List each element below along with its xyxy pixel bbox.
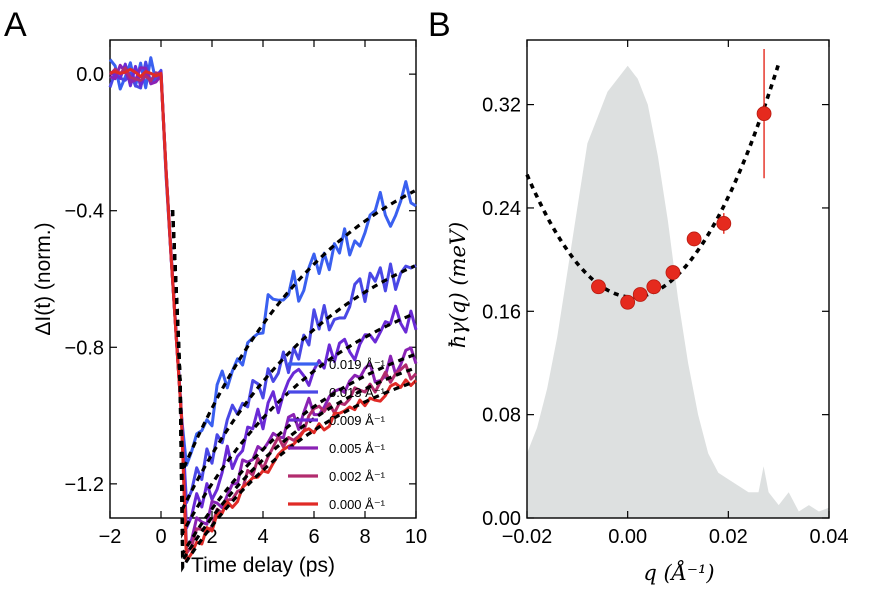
panel-b-data-point <box>716 216 732 231</box>
panel-b-y-tick-label: 0.00 <box>482 508 521 530</box>
panel-a-fit-line <box>170 210 416 539</box>
panel-a-fit-line <box>170 210 416 573</box>
panel-a-y-tick-label: 0.0 <box>76 64 104 86</box>
panel-a-fit-line <box>170 210 416 566</box>
panel-a-x-tick-label: −2 <box>99 526 122 548</box>
panel-a-x-tick-label: 6 <box>308 526 319 548</box>
panel-b-y-tick-label: 0.32 <box>482 95 521 117</box>
panel-b-data-point <box>632 287 648 302</box>
panel-b-x-tick-label: 0.02 <box>709 526 748 548</box>
panel-a-x-axis-label: Time delay (ps) <box>191 554 335 577</box>
panel-a-y-tick-label: −0.8 <box>65 337 104 359</box>
panel-a-fit-lines <box>170 189 416 573</box>
panel-a-legend: 0.019 Å⁻¹ 0.013 Å⁻¹ 0.009 Å⁻¹ 0.005 Å⁻¹ 0.00… <box>288 357 386 512</box>
panel-a-series-line <box>108 56 417 467</box>
panel-a-series-line <box>109 67 418 563</box>
panel-b-x-tick-label: −0.02 <box>502 526 553 548</box>
panel-a-legend-label: 0.002 Å⁻¹ <box>329 469 386 484</box>
panel-a-fit-line <box>170 210 416 510</box>
panel-a-series-line <box>109 62 418 530</box>
panel-a-legend-label: 0.000 Å⁻¹ <box>329 497 386 512</box>
panel-b-plot-frame <box>526 39 830 519</box>
panel-a-ticks: −2 0 2 4 6 8 10 0.0 −0.4 −0.8 −1.2 <box>65 40 427 548</box>
panel-a-y-tick-label: −1.2 <box>65 474 104 496</box>
panel-b: B −0.02 0.00 0.02 0.040.000.080.160.240.32 … <box>428 6 848 585</box>
panel-a-y-tick-label: −0.4 <box>65 201 104 223</box>
panel-b-data-point <box>646 279 662 295</box>
panel-b-y-tick-label: 0.16 <box>482 301 521 323</box>
panel-b-y-axis-label: ħγ(q) (meV) <box>446 222 470 348</box>
panel-a-x-tick-label: 0 <box>155 526 166 548</box>
panel-a-label: A <box>4 6 27 44</box>
panel-b-data-points <box>591 49 772 310</box>
panel-b-data-point <box>591 279 606 295</box>
panel-a-legend-label: 0.005 Å⁻¹ <box>329 441 386 456</box>
panel-a-legend-label: 0.019 Å⁻¹ <box>329 357 386 372</box>
panel-b-data-point <box>756 106 772 122</box>
panel-a-legend-label: 0.009 Å⁻¹ <box>329 413 386 428</box>
panel-b-x-tick-label: 0.00 <box>608 526 647 548</box>
panel-b-y-tick-label: 0.24 <box>482 198 521 220</box>
panel-a-fit-line <box>170 189 416 472</box>
panel-a-curves <box>108 56 418 563</box>
panel-b-x-axis-label: q (Å⁻¹) <box>643 560 714 585</box>
panel-a-x-tick-label: 4 <box>257 526 268 548</box>
panel-a-legend-label: 0.013 Å⁻¹ <box>329 385 386 400</box>
panel-a: A −2 0 2 4 6 8 100.0−0.4−0.8−1.2 0.019 Å⁻¹0.01… <box>4 6 427 577</box>
panel-b-shaded-profile <box>527 65 829 519</box>
panel-b-data-point <box>620 294 636 310</box>
panel-b-y-tick-label: 0.08 <box>482 405 521 427</box>
panel-a-series-line <box>108 60 417 505</box>
panel-a-x-tick-label: 8 <box>359 526 370 548</box>
panel-b-profile-area <box>527 65 829 519</box>
panel-a-x-tick-label: 2 <box>206 526 217 548</box>
panel-b-data-point <box>665 265 681 280</box>
panel-a-x-tick-label: 10 <box>405 526 427 548</box>
panel-a-y-axis-label: ΔI(t) (norm.) <box>32 222 55 335</box>
panel-b-ticks: −0.02 0.00 0.02 0.040.000.080.160.240.32 <box>482 40 848 548</box>
panel-b-x-tick-label: 0.04 <box>810 526 849 548</box>
panel-b-label: B <box>428 6 451 44</box>
panel-b-data-point <box>686 231 702 247</box>
panel-a-fit-line <box>170 210 416 560</box>
